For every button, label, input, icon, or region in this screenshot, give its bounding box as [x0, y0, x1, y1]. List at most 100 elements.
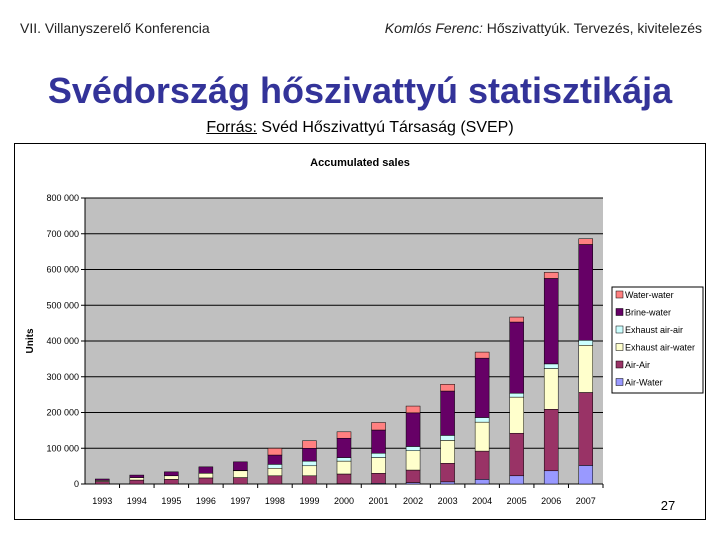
bar-segment	[578, 340, 593, 346]
slide-title: Svédország hőszivattyú statisztikája	[47, 70, 673, 111]
bar-segment	[543, 278, 559, 365]
topic: Hőszivattyúk. Tervezés, kivitelezés	[482, 20, 702, 36]
x-tick-label: 2004	[472, 496, 492, 506]
conference-name: VII. Villanyszerelő Konferencia	[20, 20, 210, 36]
bar-segment	[371, 473, 386, 484]
bar-segment	[267, 475, 283, 485]
bar-segment	[371, 453, 386, 458]
bar-segment	[440, 390, 455, 436]
bar-segment	[164, 471, 179, 477]
bar-segment	[233, 461, 248, 471]
bar-segment	[302, 460, 317, 467]
bar-segment	[474, 479, 490, 485]
bar-segment	[578, 465, 593, 485]
bar-segment	[302, 448, 317, 462]
bar-segment	[474, 351, 490, 359]
bar-segment	[336, 460, 352, 475]
bar-segment	[233, 470, 248, 478]
bar-segment	[302, 475, 317, 485]
chart-title: Accumulated sales	[310, 157, 410, 169]
bar-segment	[474, 421, 490, 452]
x-tick-label: 2007	[576, 496, 596, 506]
bar-segment	[509, 475, 524, 485]
x-tick-label: 1993	[92, 496, 112, 506]
source-text: Svéd Hőszivattyú Társaság (SVEP)	[256, 119, 514, 136]
page-number: 27	[661, 498, 675, 513]
x-tick-label: 2003	[438, 496, 458, 506]
bar-segment	[578, 244, 593, 341]
y-tick-label: 400 000	[46, 336, 79, 346]
bar-segment	[474, 450, 490, 480]
bar-segment	[509, 316, 524, 323]
bar-segment	[371, 422, 386, 431]
bar-segment	[198, 466, 214, 474]
bar-segment	[371, 429, 386, 454]
bar-segment	[543, 368, 559, 410]
bar-segment	[440, 435, 455, 441]
y-tick-label: 700 000	[46, 229, 79, 239]
author-and-topic: Komlós Ferenc: Hőszivattyúk. Tervezés, k…	[385, 20, 702, 36]
x-tick-label: 1995	[161, 496, 181, 506]
y-tick-label: 600 000	[46, 265, 79, 275]
bar-segment	[405, 469, 421, 483]
author-name: Komlós Ferenc:	[384, 20, 483, 36]
bar-segment	[509, 432, 524, 477]
bar-segment	[129, 479, 145, 485]
x-tick-label: 2001	[369, 496, 389, 506]
bar-segment	[302, 440, 317, 449]
bar-segment	[474, 357, 490, 418]
bar-segment	[129, 477, 145, 481]
bar-segment	[95, 478, 110, 481]
legend-swatch	[615, 308, 624, 316]
y-tick-label: 100 000	[46, 443, 79, 453]
bar-segment	[509, 396, 524, 434]
bar-segment	[233, 477, 248, 485]
bar-segment	[405, 405, 421, 414]
bar-segment	[474, 417, 490, 423]
bar-segment	[336, 437, 352, 458]
bar-segment	[129, 474, 145, 478]
legend-label: Exhaust air-air	[625, 325, 683, 335]
bar-segment	[302, 465, 317, 477]
bar-segment	[267, 468, 283, 477]
bar-segment	[578, 238, 593, 245]
bar-segment	[440, 481, 455, 485]
bar-segment	[267, 464, 283, 469]
bar-segment	[95, 481, 110, 485]
x-tick-label: 1994	[127, 496, 147, 506]
legend-swatch	[615, 378, 624, 386]
bar-segment	[509, 392, 524, 398]
bar-segment	[440, 440, 455, 464]
bar-segment	[198, 473, 214, 479]
y-tick-label: 800 000	[46, 193, 79, 203]
legend-swatch	[615, 360, 624, 369]
bar-segment	[336, 431, 352, 439]
bar-segment	[543, 363, 559, 369]
bar-segment	[440, 384, 455, 392]
x-tick-label: 2005	[507, 496, 527, 506]
y-axis-label: Units	[25, 328, 36, 353]
legend-label: Exhaust air-water	[625, 343, 695, 353]
bar-segment	[405, 446, 421, 452]
x-tick-label: 2000	[334, 496, 354, 506]
y-tick-label: 500 000	[46, 300, 79, 310]
y-tick-label: 300 000	[46, 372, 79, 382]
bar-segment	[336, 457, 352, 462]
bar-segment	[267, 448, 283, 456]
legend-swatch	[615, 325, 624, 334]
bar-segment	[578, 392, 593, 466]
x-tick-label: 1999	[299, 496, 319, 506]
legend-swatch	[615, 343, 624, 351]
legend-label: Air-Water	[625, 378, 663, 388]
bar-segment	[371, 457, 386, 474]
source-label: Forrás:	[206, 119, 257, 136]
bar-segment	[164, 479, 179, 485]
bar-segment	[543, 272, 559, 279]
legend-label: Air-Air	[625, 360, 650, 370]
bar-segment	[164, 475, 179, 480]
bar-segment	[336, 473, 352, 484]
bar-segment	[578, 345, 593, 393]
bar-segment	[543, 470, 559, 485]
x-tick-label: 1998	[265, 496, 285, 506]
